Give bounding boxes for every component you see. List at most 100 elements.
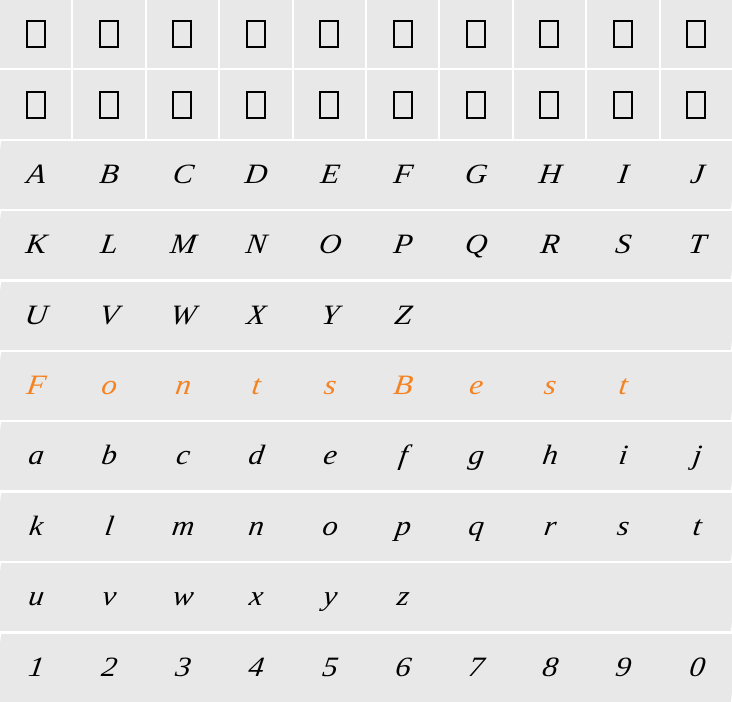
missing-glyph-box [319,20,339,48]
glyph-cell [73,0,144,68]
glyph: m [170,511,196,543]
glyph-cell [661,0,732,68]
glyph-cell [367,0,438,68]
glyph: F [392,159,414,191]
missing-glyph-box [319,91,339,119]
glyph: u [26,581,45,613]
glyph: 1 [26,652,45,684]
glyph: D [243,159,269,191]
glyph-cell [73,70,144,138]
glyph: t [617,370,629,402]
glyph-cell [367,70,438,138]
glyph: e [468,370,485,402]
glyph: V [98,300,120,332]
glyph: 3 [173,652,192,684]
glyph-cell [652,563,732,631]
glyph: J [688,159,705,191]
glyph: Q [463,229,489,261]
glyph: 9 [613,652,632,684]
missing-glyph-box [172,91,192,119]
glyph: r [542,511,557,543]
glyph: 2 [100,652,119,684]
missing-glyph-box [613,20,633,48]
glyph: o [320,511,339,543]
missing-glyph-box [393,20,413,48]
glyph: U [23,300,49,332]
glyph: h [540,441,559,473]
glyph: 8 [540,652,559,684]
glyph: t [250,370,262,402]
glyph: 7 [467,652,486,684]
glyph: o [100,370,119,402]
glyph-cell [0,70,71,138]
glyph: c [174,441,191,473]
glyph-cell [587,0,658,68]
missing-glyph-box [99,20,119,48]
missing-glyph-box [393,91,413,119]
glyph-cell [652,352,732,420]
glyph: k [27,511,44,543]
glyph: 4 [246,652,265,684]
glyph: M [168,229,197,261]
glyph-cell [652,282,732,350]
missing-glyph-box [466,91,486,119]
glyph: v [101,581,118,613]
glyph-cell [294,70,365,138]
glyph-cell: t [652,493,732,561]
missing-glyph-box [466,20,486,48]
glyph: b [100,441,119,473]
missing-glyph-box [246,20,266,48]
missing-glyph-box [172,20,192,48]
glyph: Y [319,300,340,332]
glyph: C [171,159,195,191]
glyph: n [246,511,265,543]
glyph: 5 [320,652,339,684]
glyph: s [615,511,630,543]
missing-glyph-box [686,20,706,48]
glyph-cell [147,0,218,68]
missing-glyph-box [539,91,559,119]
glyph: H [537,159,563,191]
glyph: d [246,441,265,473]
glyph: s [542,370,557,402]
glyph: T [686,229,707,261]
glyph: A [25,159,47,191]
glyph: R [538,229,560,261]
glyph: P [392,229,414,261]
glyph: 6 [393,652,412,684]
missing-glyph-box [686,91,706,119]
missing-glyph-box [99,91,119,119]
glyph: O [316,229,342,261]
glyph-cell [514,0,585,68]
glyph-cell [0,0,71,68]
glyph: g [467,441,486,473]
missing-glyph-box [246,91,266,119]
glyph: X [245,300,267,332]
glyph: E [318,159,340,191]
glyph: 0 [687,652,706,684]
glyph: x [247,581,264,613]
glyph-cell [440,70,511,138]
character-grid: ABCDEFGHIJKLMNOPQRSTUVWXYZFontsBestabcde… [0,0,732,702]
glyph: K [24,229,48,261]
glyph: L [99,229,120,261]
glyph: i [617,441,629,473]
glyph-cell: T [652,211,732,279]
glyph: e [321,441,338,473]
glyph-cell [147,70,218,138]
glyph: G [463,159,489,191]
glyph: j [690,441,702,473]
glyph: f [397,441,409,473]
glyph-cell: J [652,141,732,209]
glyph: Z [392,300,413,332]
glyph: l [103,511,115,543]
glyph: p [393,511,412,543]
glyph-cell [294,0,365,68]
glyph: F [25,370,47,402]
glyph: a [26,441,45,473]
glyph: t [690,511,702,543]
glyph-cell: j [652,422,732,490]
missing-glyph-box [26,91,46,119]
glyph-cell [220,0,291,68]
glyph-cell [587,70,658,138]
